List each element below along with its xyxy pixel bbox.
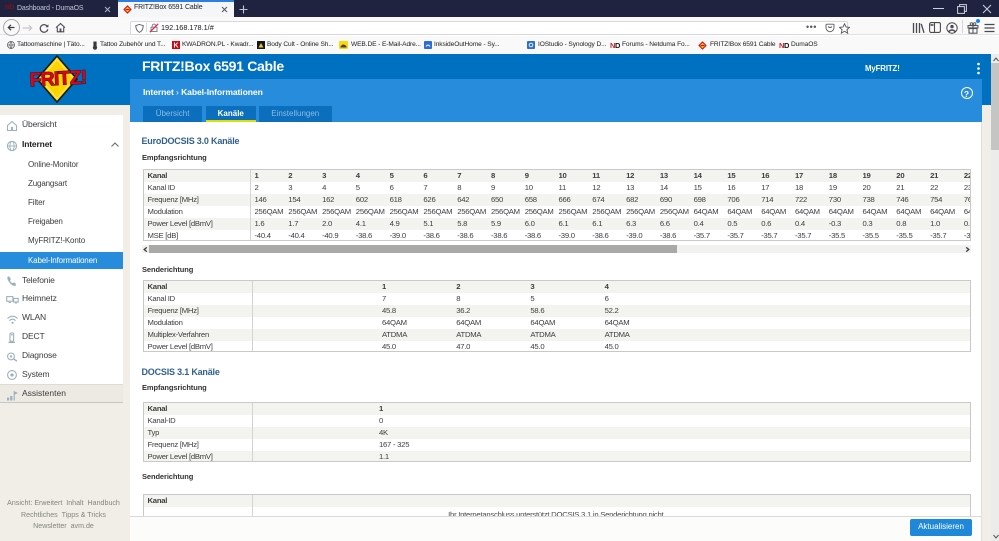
svg-text:N: N: [610, 41, 615, 49]
svg-text:K: K: [173, 43, 178, 49]
svg-text:N: N: [779, 41, 784, 49]
svg-text:D: D: [615, 41, 620, 49]
svg-text:FRITZ!: FRITZ!: [29, 66, 87, 91]
svg-text:D: D: [784, 41, 789, 49]
